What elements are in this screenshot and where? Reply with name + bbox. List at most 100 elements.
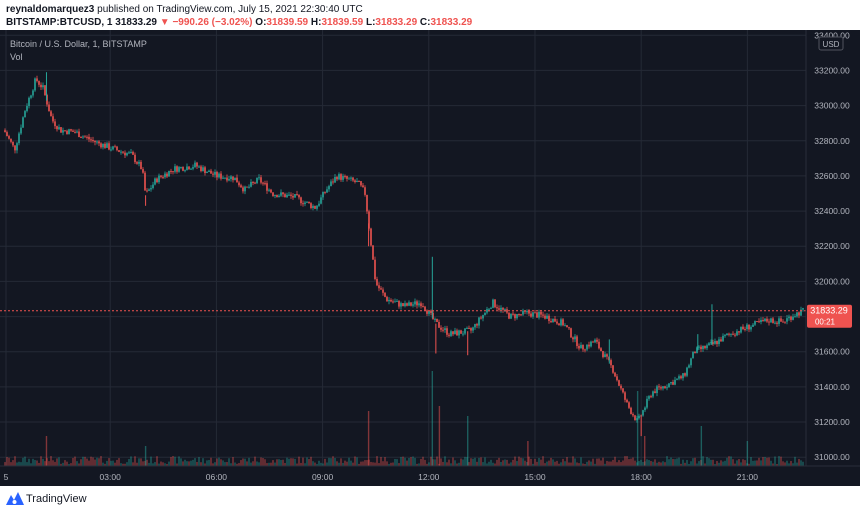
volume-spike (700, 426, 703, 466)
candle-body (206, 171, 208, 174)
candle-body (64, 130, 66, 132)
candle-body (10, 138, 12, 142)
candle-body (228, 178, 230, 181)
brand-label[interactable]: TradingView (26, 493, 87, 505)
candlesticks[interactable] (4, 72, 804, 437)
candle-body (414, 301, 416, 305)
volume-bar (162, 462, 164, 466)
volume-bar (104, 463, 106, 466)
candle-body (364, 187, 366, 195)
candle-body (298, 195, 300, 198)
candle-body (100, 143, 102, 148)
volume-bar (282, 459, 284, 466)
candle-body (288, 194, 290, 196)
volume-bar (350, 460, 352, 466)
volume-bar (394, 458, 396, 466)
volume-bar (414, 457, 416, 466)
candle-body (628, 402, 630, 408)
volume-bar (794, 456, 796, 466)
volume-bar (410, 457, 412, 466)
candle-body (410, 302, 412, 306)
volume-bar (398, 463, 400, 466)
volume-spike (746, 441, 749, 466)
candle-body (772, 318, 774, 323)
volume-bar (62, 462, 64, 466)
candle-body (754, 321, 756, 325)
volume-bar (38, 462, 40, 466)
volume-bar (500, 462, 502, 466)
candle-body (378, 285, 380, 289)
open-label: O: (255, 17, 267, 28)
candle-body (198, 166, 200, 168)
volume-bar (236, 463, 238, 466)
candle-body (636, 418, 638, 421)
currency-badge[interactable] (818, 36, 844, 51)
volume-bar (138, 458, 140, 466)
volume-bar (778, 456, 780, 466)
candle-body (376, 279, 378, 286)
candle-body (270, 189, 272, 193)
volume-bar (288, 458, 290, 466)
volume-bar (656, 462, 658, 466)
candle-body (336, 176, 338, 180)
volume-bar (628, 459, 630, 466)
candle-body (722, 335, 724, 342)
volume-bar (554, 461, 556, 466)
volume-bar (552, 459, 554, 466)
candle-body (192, 167, 194, 169)
volume-bar (640, 459, 642, 466)
candle-body (500, 307, 502, 310)
candle-body (232, 176, 234, 181)
volume-bar (596, 458, 598, 466)
candle-body (566, 325, 568, 328)
candle-body (688, 365, 690, 368)
price-chart[interactable]: 33400.00 33200.00 33000.00 32800.00 32600.00… (0, 30, 860, 486)
candle-body (34, 78, 36, 91)
volume-bar (570, 462, 572, 466)
volume-bar (184, 459, 186, 466)
volume-bar (74, 456, 76, 466)
candle-body (404, 303, 406, 307)
candle-body (272, 192, 274, 196)
volume-bar (224, 462, 226, 466)
candle-body (492, 299, 494, 308)
candle-body (710, 342, 712, 344)
volume-bar (102, 462, 104, 466)
volume-bar (264, 459, 266, 466)
candle-body (260, 177, 262, 183)
legend-title: Bitcoin / U.S. Dollar, 1, BITSTAMP (10, 39, 147, 49)
candle-body (66, 130, 68, 135)
volume-bar (12, 460, 14, 466)
tradingview-logo-icon[interactable] (6, 492, 24, 505)
volume-bar (76, 461, 78, 466)
candle-body (422, 306, 424, 308)
volume-bar (306, 457, 308, 466)
volume-bar (420, 458, 422, 466)
volume-bar (90, 456, 92, 466)
volume-bar (490, 459, 492, 466)
candle-body (750, 326, 752, 330)
volume-bar (100, 456, 102, 466)
candle-body (388, 299, 390, 302)
volume-bar (670, 457, 672, 466)
volume-bar (682, 459, 684, 466)
candle-body (774, 322, 776, 324)
candle-body (486, 309, 488, 313)
volume-bar (492, 462, 494, 466)
volume-bar (166, 463, 168, 466)
candle-body (752, 324, 754, 327)
candle-body (626, 399, 628, 403)
candle-body (604, 354, 606, 358)
candle-body (588, 344, 590, 347)
candle-body (476, 324, 478, 326)
volume-bar (152, 463, 154, 466)
candle-body (348, 178, 350, 180)
candle-body (102, 143, 104, 148)
time-axis[interactable]: 5 03:00 06:00 09:00 12:00 15:00 18:00 21:00 (4, 472, 759, 482)
volume-bar (666, 456, 668, 466)
candle-body (120, 151, 122, 153)
volume-bar (114, 462, 116, 466)
author-name[interactable]: reynaldomarquez3 (6, 4, 95, 15)
candle-body (756, 321, 758, 323)
candle-body (342, 176, 344, 180)
